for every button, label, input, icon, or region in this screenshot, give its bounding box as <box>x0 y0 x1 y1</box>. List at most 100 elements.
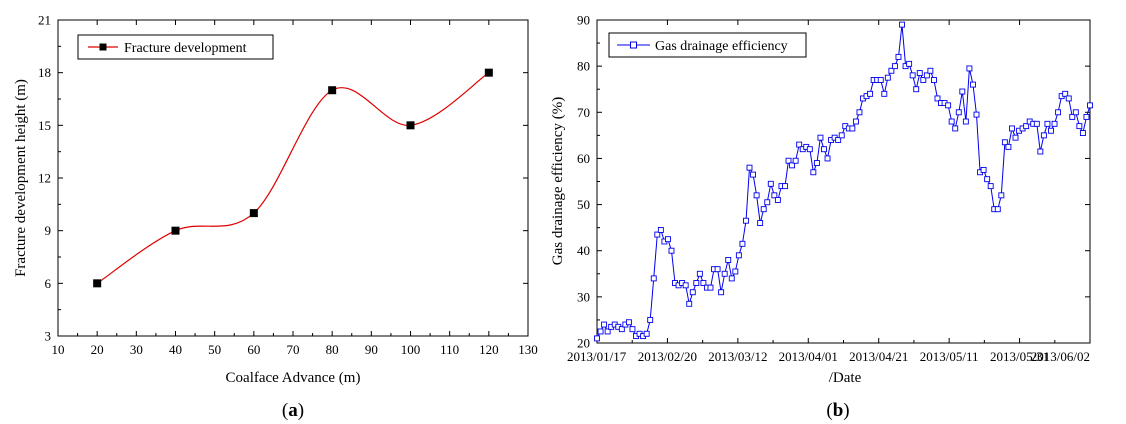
y-tick-label-a: 21 <box>38 13 51 28</box>
x-tick-label-a: 100 <box>401 342 421 357</box>
x-tick-label-b: 2013/05/31 <box>990 349 1049 364</box>
data-point-b <box>689 289 696 296</box>
data-point-b <box>959 88 966 95</box>
legend-label-a: Fracture development <box>124 41 247 56</box>
data-point-b <box>934 95 941 102</box>
data-point-b <box>1012 134 1019 141</box>
data-point-b <box>916 70 923 77</box>
series-line-fracture-development <box>96 72 490 284</box>
x-tick-label-b: 2013/05/11 <box>920 349 979 364</box>
data-point-b <box>888 67 895 74</box>
data-point-b <box>1087 102 1093 109</box>
data-point-b <box>952 125 959 132</box>
x-tick-label-b: 2013/03/12 <box>708 349 767 364</box>
data-point-b <box>987 183 994 190</box>
data-point-b <box>686 300 693 307</box>
data-point-b <box>757 220 764 226</box>
data-point-b <box>597 328 604 335</box>
data-point-b <box>718 289 725 296</box>
data-point-b <box>867 90 874 97</box>
data-point-a <box>328 86 337 95</box>
data-point-b <box>955 109 962 116</box>
data-point-b <box>721 270 728 277</box>
data-point-b <box>895 53 902 60</box>
data-point-b <box>1001 139 1008 146</box>
data-point-b <box>884 74 891 81</box>
y-tick-label-b: 70 <box>577 105 590 120</box>
x-tick-label-a: 40 <box>169 342 182 357</box>
data-point-b <box>856 109 863 116</box>
data-point-b <box>707 284 714 291</box>
x-tick-label-a: 90 <box>365 342 378 357</box>
data-point-b <box>739 240 746 247</box>
data-point-b <box>909 72 916 79</box>
data-point-a <box>171 226 180 235</box>
data-point-b <box>792 157 799 164</box>
data-point-b <box>906 60 913 67</box>
plot-area-b <box>596 19 1091 344</box>
data-point-b <box>735 252 742 259</box>
data-point-b <box>998 192 1005 199</box>
data-point-b <box>1069 113 1076 120</box>
data-point-b <box>835 137 842 143</box>
data-point-b <box>877 77 884 83</box>
y-tick-label-b: 20 <box>577 336 590 351</box>
data-point-b <box>629 326 636 333</box>
panel-label-a: (a) <box>282 400 304 421</box>
y-tick-label-a: 15 <box>38 118 51 133</box>
data-point-b <box>782 183 788 190</box>
data-point-b <box>1072 109 1079 116</box>
data-point-b <box>664 236 671 243</box>
data-point-b <box>601 321 608 328</box>
x-tick-label-b: 2013/01/17 <box>567 349 627 364</box>
legend-marker-a <box>99 43 107 51</box>
y-tick-label-b: 90 <box>577 13 590 28</box>
data-point-a <box>249 209 258 218</box>
data-point-b <box>1076 123 1083 130</box>
data-point-b <box>728 275 735 282</box>
data-point-b <box>1048 127 1054 134</box>
data-point-b <box>796 141 803 148</box>
data-point-b <box>1005 143 1012 150</box>
plot-area-a <box>57 19 529 337</box>
data-point-b <box>1062 90 1069 97</box>
data-point-b <box>962 118 969 125</box>
y-tick-label-a: 6 <box>45 276 52 291</box>
data-point-b <box>725 256 732 263</box>
series-markers-b <box>594 21 1093 342</box>
x-tick-label-a: 110 <box>440 342 459 357</box>
data-point-b <box>700 280 707 286</box>
data-point-b <box>771 192 778 199</box>
data-point-b <box>693 280 700 286</box>
data-point-b <box>764 199 771 206</box>
data-point-b <box>945 102 952 109</box>
series-markers-a <box>93 68 493 288</box>
y-tick-label-a: 18 <box>38 65 51 80</box>
data-point-b <box>966 65 973 72</box>
x-tick-label-b: 2013/06/02 <box>1031 349 1090 364</box>
y-axis-title-a: Fracture development height (m) <box>13 79 29 277</box>
data-point-b <box>821 146 827 153</box>
data-point-b <box>696 270 703 277</box>
data-point-b <box>743 217 749 224</box>
data-point-b <box>838 132 845 139</box>
x-tick-label-a: 30 <box>130 342 143 357</box>
data-point-b <box>682 282 689 289</box>
y-tick-label-a: 12 <box>38 171 51 186</box>
data-point-b <box>984 176 991 183</box>
data-point-b <box>930 77 937 83</box>
y-tick-label-a: 9 <box>45 223 52 238</box>
data-point-b <box>1079 130 1086 137</box>
x-axis-title-b: /Date <box>829 370 862 386</box>
data-point-b <box>1055 109 1062 116</box>
data-point-b <box>970 81 976 88</box>
data-point-b <box>618 326 625 333</box>
x-tick-label-a: 70 <box>287 342 300 357</box>
data-point-b <box>746 164 753 171</box>
data-point-b <box>625 319 632 326</box>
y-tick-label-b: 40 <box>577 243 590 258</box>
data-point-b <box>852 118 859 125</box>
series-line-gas-drainage-efficiency <box>596 24 1091 339</box>
data-point-b <box>1040 132 1047 139</box>
